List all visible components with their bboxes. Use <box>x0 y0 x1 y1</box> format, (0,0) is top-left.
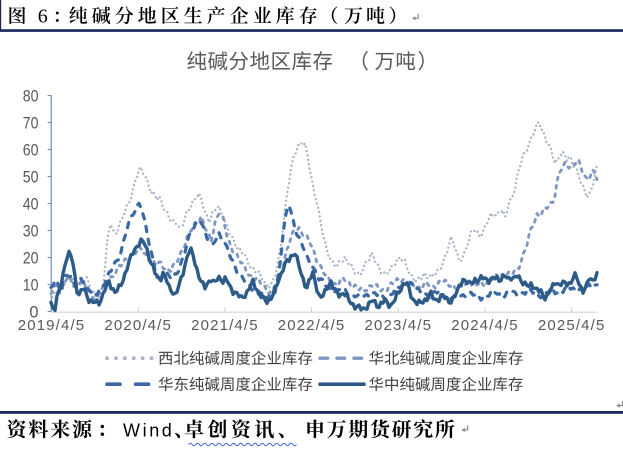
svg-text:20: 20 <box>23 249 39 267</box>
svg-text:40: 40 <box>23 195 39 213</box>
svg-text:2021/4/5: 2021/4/5 <box>191 317 259 334</box>
svg-text:2023/4/5: 2023/4/5 <box>365 317 433 334</box>
svg-text:2024/4/5: 2024/4/5 <box>451 317 519 334</box>
svg-text:80: 80 <box>23 87 39 105</box>
svg-text:70: 70 <box>23 114 39 132</box>
svg-text:30: 30 <box>23 222 39 240</box>
svg-text:50: 50 <box>23 168 39 186</box>
svg-text:10: 10 <box>23 276 39 294</box>
svg-text:2025/4/5: 2025/4/5 <box>538 317 606 334</box>
svg-text:60: 60 <box>23 141 39 159</box>
svg-text:0: 0 <box>29 303 38 321</box>
svg-text:2022/4/5: 2022/4/5 <box>278 317 346 334</box>
svg-text:2019/4/5: 2019/4/5 <box>18 317 86 334</box>
svg-text:Wind: Wind <box>123 421 174 441</box>
svg-text:2020/4/5: 2020/4/5 <box>104 317 172 334</box>
svg-text:6: 6 <box>38 6 48 28</box>
